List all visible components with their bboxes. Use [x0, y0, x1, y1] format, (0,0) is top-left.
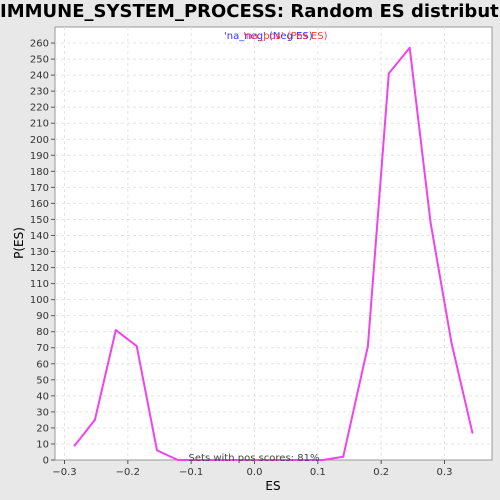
y-tick-label: 120	[30, 263, 49, 274]
x-tick-label: −0.3	[52, 467, 76, 478]
y-tick-label: 50	[36, 375, 49, 386]
data-point	[114, 329, 117, 332]
data-point	[73, 444, 76, 447]
series-line	[73, 46, 474, 461]
x-tick-label: −0.2	[116, 467, 140, 478]
y-tick-label: 80	[36, 327, 49, 338]
data-point	[342, 455, 345, 458]
data-point	[280, 459, 283, 461]
y-tick-label: 20	[36, 423, 49, 434]
y-tick-label: 70	[36, 343, 49, 354]
y-tick-label: 190	[30, 151, 49, 162]
y-tick-label: 180	[30, 167, 49, 178]
data-point	[471, 431, 474, 434]
data-point	[301, 459, 303, 461]
legend-entry-neg: 'na_neg' (Neg ES)	[224, 31, 313, 42]
y-tick-label: 60	[36, 359, 49, 370]
data-point	[429, 221, 432, 224]
y-tick-label: 100	[30, 295, 49, 306]
y-tick-label: 0	[43, 456, 49, 467]
grid	[55, 27, 492, 460]
y-tick-label: 240	[30, 71, 49, 82]
legend-entry-pos: 'na_pos' (Pos ES)	[243, 31, 328, 42]
annotation-text: Sets with pos scores: 81%	[189, 453, 320, 464]
plot-area	[54, 26, 493, 461]
data-point	[218, 459, 221, 461]
y-tick-label: 200	[30, 135, 49, 146]
x-tick-label: 0.2	[373, 467, 389, 478]
data-point	[387, 72, 390, 75]
y-tick-label: 160	[30, 199, 49, 210]
x-tick-label: 0.3	[437, 467, 453, 478]
y-tick-label: 140	[30, 231, 49, 242]
x-tick-label: 0.0	[247, 467, 263, 478]
x-tick-label: −0.1	[179, 467, 203, 478]
data-point	[135, 345, 138, 348]
data-point	[450, 341, 453, 344]
data-point	[176, 459, 179, 461]
y-tick-label: 230	[30, 87, 49, 98]
data-point	[366, 345, 369, 348]
axes: 0 10 20 30 40 50 60 70 80 90 100 110 120 130 140 150 160…	[30, 39, 453, 478]
y-tick-label: 260	[30, 39, 49, 50]
data-point	[259, 459, 262, 461]
y-tick-label: 40	[36, 391, 49, 402]
y-tick-label: 170	[30, 183, 49, 194]
y-axis-label: P(ES)	[12, 227, 26, 259]
y-tick-label: 220	[30, 103, 49, 114]
y-tick-label: 210	[30, 119, 49, 130]
y-tick-label: 10	[36, 439, 49, 450]
x-axis-label: ES	[265, 479, 280, 493]
data-point	[238, 459, 241, 461]
data-point	[321, 459, 324, 461]
x-tick-label: 0.1	[310, 467, 326, 478]
data-point	[155, 449, 158, 452]
y-tick-label: 130	[30, 247, 49, 258]
chart-title: IMMUNE_SYSTEM_PROCESS: Random ES distrib…	[0, 1, 500, 22]
data-point	[197, 459, 200, 461]
data-point	[408, 46, 411, 49]
y-tick-label: 30	[36, 407, 49, 418]
y-tick-label: 250	[30, 55, 49, 66]
y-tick-label: 110	[30, 279, 49, 290]
data-point	[93, 418, 96, 421]
y-tick-label: 150	[30, 215, 49, 226]
y-tick-label: 90	[36, 311, 49, 322]
legend: 'na_neg' (Neg ES)'na_pos' (Pos ES)	[224, 31, 328, 42]
series-group	[73, 46, 474, 461]
